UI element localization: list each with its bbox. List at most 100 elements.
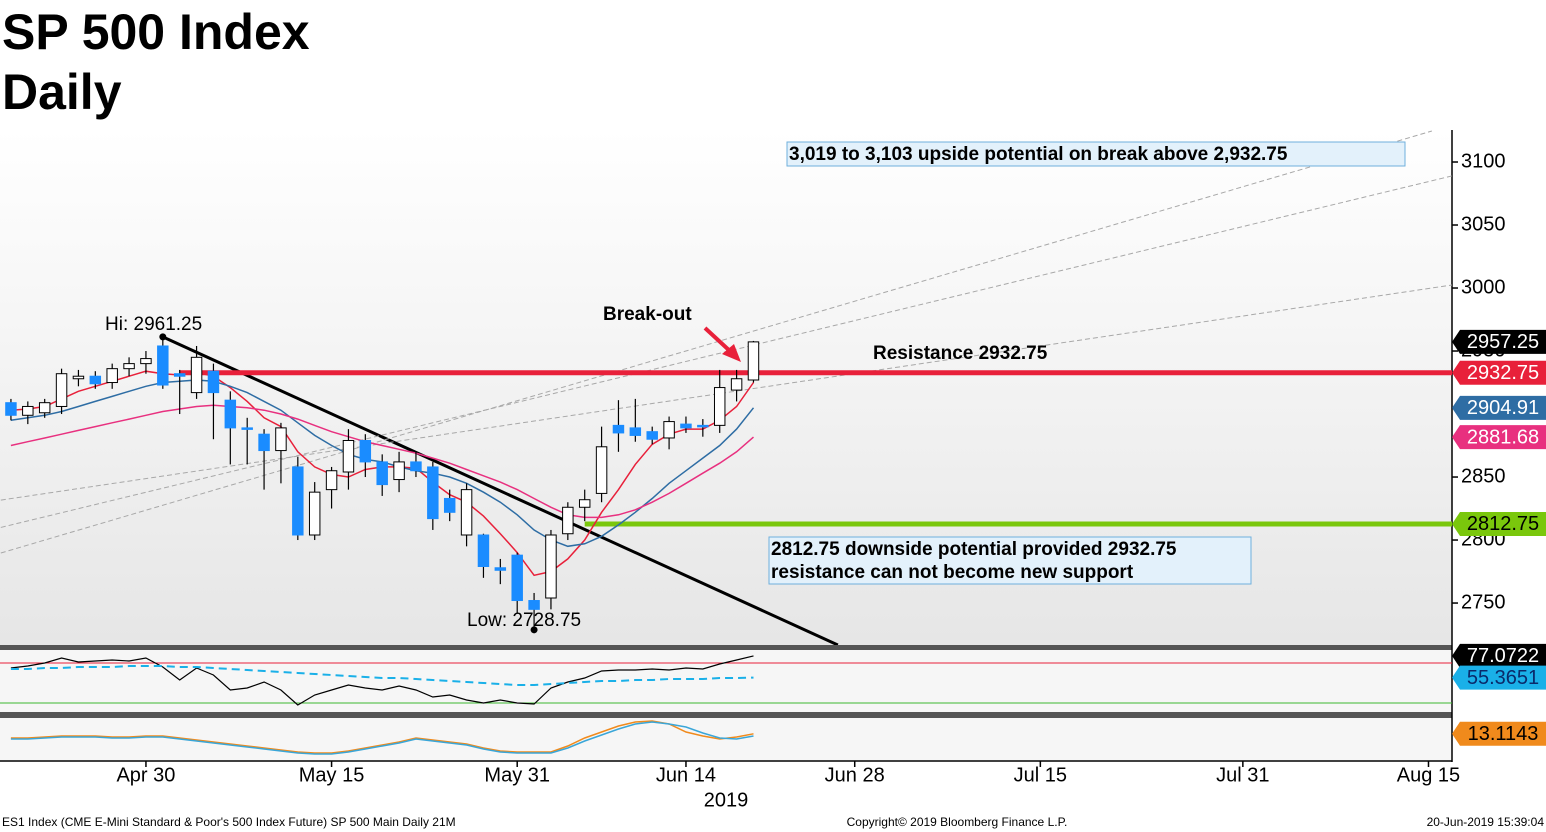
candle-body	[545, 534, 557, 599]
breakout-arrow	[703, 326, 733, 354]
close-tag-bg	[1452, 329, 1546, 354]
x-tick-label: Jun 14	[656, 764, 716, 786]
x-tick-label: Jul 15	[1014, 764, 1067, 786]
candle-body	[241, 427, 253, 430]
candle-body	[578, 499, 591, 508]
moving-average	[10, 404, 754, 519]
high-marker	[159, 333, 167, 341]
oscillator-line	[10, 721, 754, 755]
candle-body	[595, 446, 608, 494]
candle-body	[173, 373, 186, 377]
candle-body	[713, 387, 726, 426]
candle-body	[22, 405, 34, 416]
candle-body	[5, 402, 17, 416]
candle-body	[140, 358, 152, 365]
footer-center: Copyright© 2019 Bloomberg Finance L.P.	[847, 815, 1068, 829]
candle-body	[224, 399, 237, 429]
candle-body	[460, 489, 473, 536]
candle-body	[123, 363, 135, 370]
footer-left: ES1 Index (CME E-Mini Standard & Poor's …	[2, 815, 456, 829]
rsi-tag: 55.3651	[1467, 667, 1539, 689]
rsi-panel	[0, 650, 1452, 712]
annotation-box	[768, 536, 1252, 585]
x-tick-label: May 31	[484, 764, 550, 786]
panel-divider	[0, 645, 1452, 650]
x-year-label: 2019	[704, 789, 749, 811]
level-tag-bg	[1452, 511, 1546, 536]
low-marker	[530, 626, 538, 634]
candle-body	[342, 439, 355, 473]
x-tick-label: May 15	[299, 764, 365, 786]
candle-body	[629, 427, 642, 436]
oscillator-line	[10, 720, 754, 754]
level-tag: 2812.75	[1467, 513, 1539, 535]
footer-right: 20-Jun-2019 15:39:04	[1427, 815, 1545, 829]
candle-body	[308, 491, 321, 536]
oscillator-tag-bg	[1452, 721, 1546, 746]
candle-body	[646, 431, 658, 440]
candle-body	[106, 368, 118, 384]
ma-tag: 2881.68	[1467, 426, 1539, 448]
rsi-tag: 77.0722	[1467, 645, 1539, 667]
ma-tag-bg	[1452, 395, 1546, 420]
candle-body	[258, 433, 270, 452]
candle-body	[443, 497, 456, 513]
rsi-line	[10, 665, 754, 686]
y-tick-label: 2850	[1461, 465, 1506, 487]
candle-body	[427, 466, 439, 520]
x-tick-label: Jul 31	[1216, 764, 1269, 786]
candle-body	[410, 461, 422, 472]
annotation-resistance: Resistance 2932.75	[873, 343, 1048, 364]
y-tick-label: 3100	[1461, 150, 1506, 172]
breakout-arrowhead	[722, 344, 741, 362]
candle-body	[747, 341, 760, 381]
candle-body	[38, 402, 51, 414]
annotation-low: Low: 2728.75	[467, 610, 581, 631]
candle-body	[325, 470, 338, 491]
x-tick-label: Jun 28	[825, 764, 885, 786]
candle-body	[393, 461, 405, 481]
candle-body	[359, 439, 372, 463]
candle-body	[562, 506, 574, 535]
candle-body	[275, 427, 287, 452]
indicator-plots	[0, 655, 1452, 755]
rsi-tag-bg	[1452, 665, 1546, 690]
candle-body	[55, 373, 68, 407]
candle-body	[663, 421, 675, 439]
x-tick-label: Apr 30	[116, 764, 175, 786]
channel-line	[0, 130, 1433, 554]
candle-body	[376, 461, 388, 486]
candle-body	[528, 600, 540, 610]
y-tick-label: 2750	[1461, 591, 1506, 613]
level-tag-bg	[1452, 360, 1546, 385]
candle-body	[612, 424, 625, 434]
candle-body	[190, 356, 203, 394]
candle-body	[730, 378, 743, 391]
annotation-downside: resistance can not become new support	[771, 562, 1134, 583]
close-tag: 2957.25	[1467, 331, 1539, 353]
y-tick-label: 3050	[1461, 213, 1506, 235]
candle-body	[72, 375, 85, 380]
candle-body	[477, 534, 490, 567]
candle-body	[89, 375, 102, 385]
channel-line	[0, 284, 1452, 501]
x-tick-label: Aug 15	[1397, 764, 1460, 786]
annotation-breakout: Break-out	[603, 304, 692, 325]
candle-body	[207, 370, 220, 394]
ma-tag: 2904.91	[1467, 397, 1539, 419]
ma-tag-bg	[1452, 425, 1546, 450]
annotation-upside: 3,019 to 3,103 upside potential on break…	[789, 144, 1288, 165]
rsi-line	[10, 655, 754, 706]
chart-subtitle: Daily	[2, 64, 122, 120]
candle-body	[697, 424, 709, 428]
rsi-tag-bg	[1452, 643, 1546, 668]
level-tag: 2932.75	[1467, 362, 1539, 384]
candle-body	[494, 567, 507, 571]
oscillator-tag: 13.1143	[1468, 723, 1539, 745]
chart-title: SP 500 Index	[2, 4, 310, 60]
annotation-box	[786, 141, 1406, 167]
panel-divider	[0, 712, 1452, 718]
candle-body	[511, 554, 523, 602]
y-tick-label: 3000	[1461, 276, 1506, 298]
candle-body	[292, 466, 304, 536]
